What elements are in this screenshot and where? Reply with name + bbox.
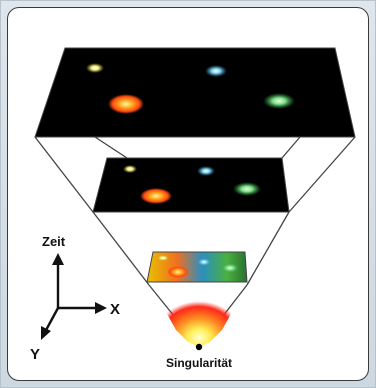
galaxy-yellow [157,255,169,261]
galaxy-yellow [123,165,137,173]
universe-slab-medium [92,157,290,213]
axes [41,253,107,340]
galaxy-orange [167,266,189,278]
x-axis-label: X [110,301,120,318]
galaxy-cyan [197,166,215,176]
y-axis-line [43,307,60,333]
galaxy-yellow [86,63,104,73]
galaxy-green [263,93,295,109]
universe-slab-small [146,251,248,283]
y-axis-arrowhead [41,326,51,340]
galaxy-orange [140,188,172,204]
galaxy-green [221,263,239,273]
galaxy-cyan [205,65,227,77]
galaxy-cyan [197,258,211,266]
big-bang-flash [162,286,236,347]
y-axis-label: Y [30,346,40,363]
galaxy-orange [108,94,144,114]
time-axis-label: Zeit [42,234,66,249]
universe-slab-large [34,47,356,138]
singularity-label: Singularität [166,356,232,370]
time-axis-arrowhead [52,253,64,265]
singularity-point [195,343,203,351]
x-axis-arrowhead [95,302,107,314]
galaxy-green [233,182,261,196]
